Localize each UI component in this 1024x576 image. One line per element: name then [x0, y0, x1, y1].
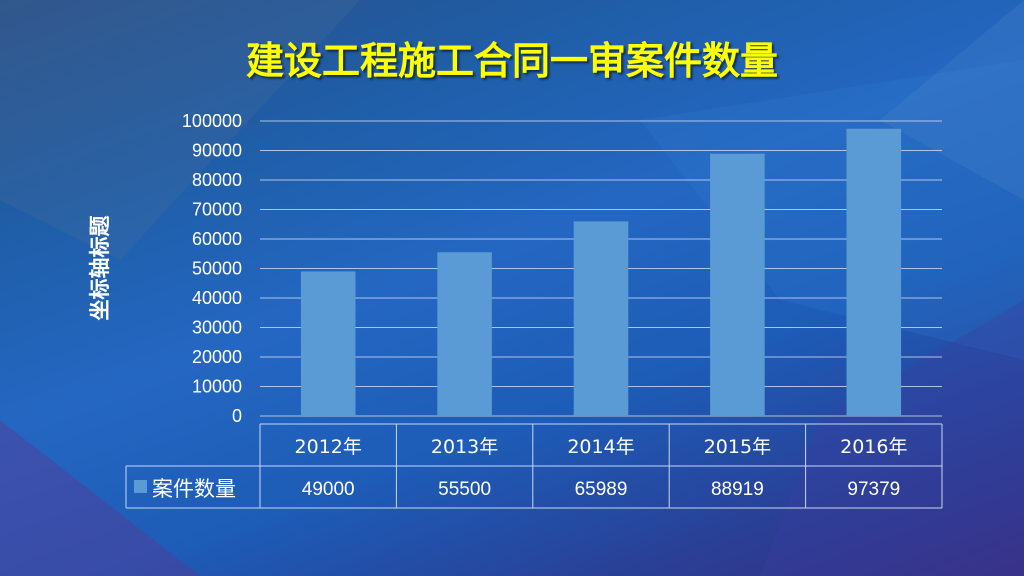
y-tick-label: 60000 [192, 229, 242, 249]
x-category-label: 2016年 [840, 436, 907, 458]
y-tick-label: 100000 [182, 111, 242, 131]
x-category-label: 2012年 [295, 436, 362, 458]
y-tick-label: 80000 [192, 170, 242, 190]
data-table: 2012年 2013年 2014年 2015年 2016年 49000 55500 65989… [125, 423, 943, 509]
y-tick-label: 30000 [192, 318, 242, 338]
y-tick-label: 70000 [192, 200, 242, 220]
bar [710, 153, 765, 416]
bar [437, 252, 492, 416]
y-tick-label: 40000 [192, 288, 242, 308]
x-category-label: 2015年 [704, 436, 771, 458]
data-value-label: 65989 [575, 479, 628, 500]
y-tick-label: 10000 [192, 377, 242, 397]
bar [300, 271, 356, 416]
y-tick-label: 20000 [192, 347, 242, 367]
data-value-label: 49000 [302, 479, 355, 500]
data-value-label: 97379 [847, 479, 900, 500]
y-axis-ticks: 0 10000 20000 30000 40000 50000 60000 70000 8000… [182, 111, 242, 426]
y-tick-label: 90000 [192, 141, 242, 161]
data-value-label: 88919 [711, 479, 764, 500]
y-tick-label: 0 [232, 406, 242, 426]
y-tick-label: 50000 [192, 259, 242, 279]
legend-series-label: 案件数量 [152, 477, 236, 501]
bar [846, 128, 902, 417]
bars [300, 128, 902, 417]
x-category-label: 2013年 [431, 436, 498, 458]
chart-title: 建设工程施工合同一审案件数量 [245, 39, 778, 83]
data-value-label: 55500 [438, 479, 491, 500]
legend-swatch [134, 480, 147, 493]
bar [573, 221, 629, 416]
x-category-label: 2014年 [567, 436, 634, 458]
